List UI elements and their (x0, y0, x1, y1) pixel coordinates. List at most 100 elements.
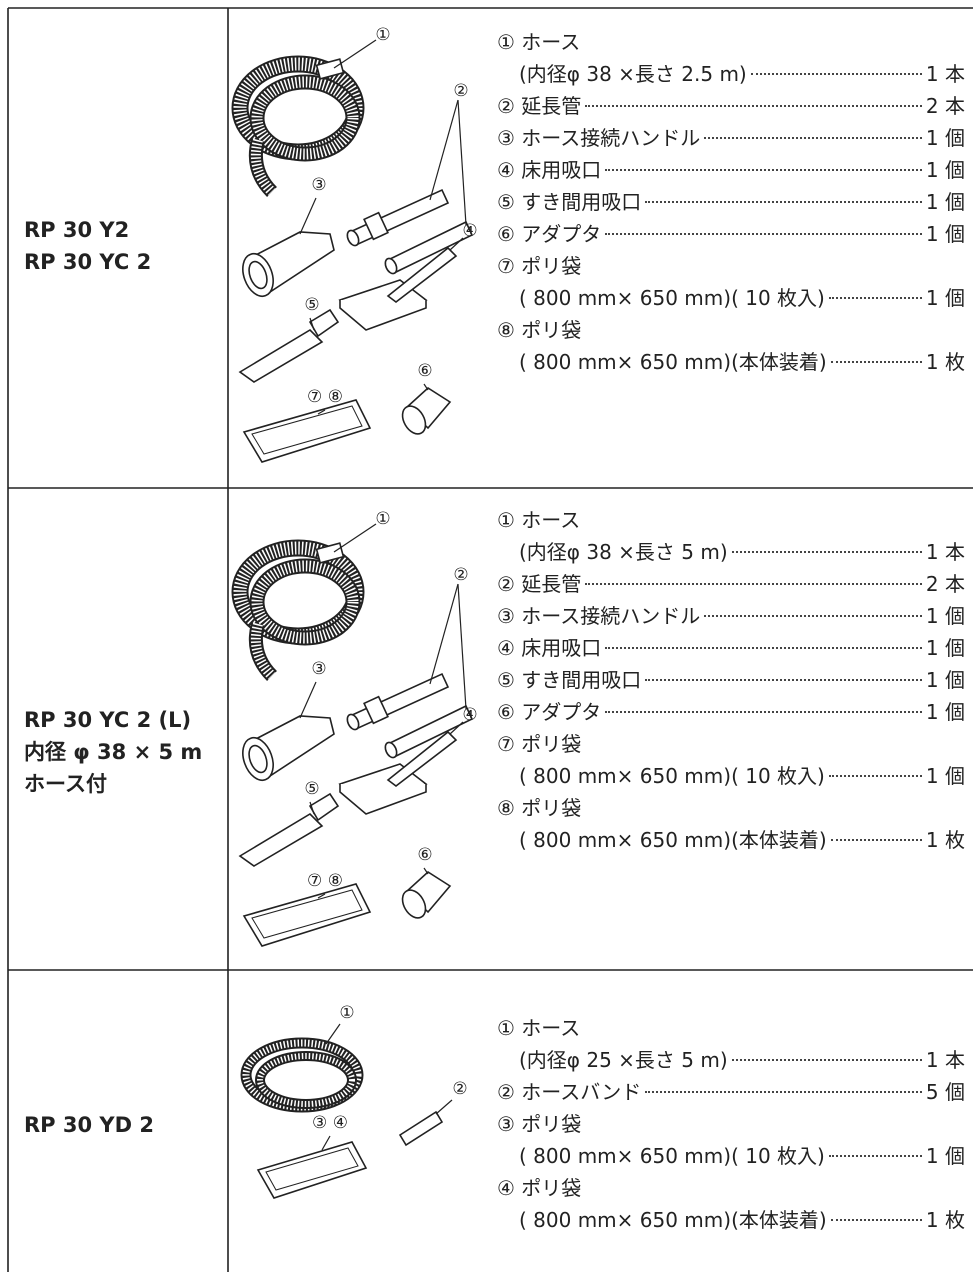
item-name: ③ ホース接続ハンドル (497, 126, 701, 150)
leader (704, 615, 922, 617)
item-name: ④ 床用吸口 (497, 636, 602, 660)
item: ③ ホース接続ハンドル 1 個 (497, 122, 965, 154)
item-detail: ( 800 mm× 650 mm)( 10 枚入) 1 個 (497, 282, 965, 314)
item-spec: (内径φ 38 ×長さ 2.5 m) (519, 62, 747, 86)
accessory-illustration (240, 1023, 453, 1199)
item-spec: ( 800 mm× 650 mm)( 10 枚入) (519, 764, 825, 788)
item-quantity: 1 個 (925, 126, 965, 150)
item-spec: ( 800 mm× 650 mm)( 10 枚入) (519, 286, 825, 310)
item-quantity: 1 個 (925, 668, 965, 692)
item-name: ⑥ アダプタ (497, 700, 602, 724)
item-detail: (内径φ 38 ×長さ 2.5 m) 1 本 (497, 58, 965, 90)
callout: ③ ④ (312, 1113, 348, 1133)
leader (605, 233, 922, 235)
item: ② 延長管 2 本 (497, 90, 965, 122)
item-quantity: 1 個 (925, 286, 965, 310)
leader (828, 775, 922, 777)
item: ④ 床用吸口 1 個 (497, 632, 965, 664)
leader (645, 201, 922, 203)
model-name: RP 30 YC 2 (L) 内径 φ 38 × 5 m ホース付 (24, 704, 202, 800)
item-list: ① ホース (内径φ 38 ×長さ 5 m) 1 本 ② 延長管 2 本 ③ ホース接続ハ… (497, 504, 965, 856)
item-name: ③ ポリ袋 (497, 1112, 582, 1136)
item: ⑥ アダプタ 1 個 (497, 696, 965, 728)
callout: ④ (462, 221, 477, 241)
item-quantity: 2 本 (925, 572, 965, 596)
item-spec: ( 800 mm× 650 mm)(本体装着) (519, 828, 827, 852)
item-spec: ( 800 mm× 650 mm)(本体装着) (519, 1208, 827, 1232)
item: ④ 床用吸口 1 個 (497, 154, 965, 186)
leader (731, 551, 922, 553)
accessory-illustration (237, 524, 472, 946)
item: ② ホースバンド 5 個 (497, 1076, 965, 1108)
callout: ⑦ ⑧ (307, 387, 343, 407)
item-name: ① ホース (497, 30, 581, 54)
model-line: RP 30 YD 2 (24, 1113, 154, 1137)
model-name: RP 30 Y2 RP 30 YC 2 (24, 214, 151, 278)
leader (645, 1091, 922, 1093)
item-quantity: 1 枚 (925, 828, 965, 852)
model-line: 内径 φ 38 × 5 m (24, 740, 203, 764)
item-spec: (内径φ 38 ×長さ 5 m) (519, 540, 728, 564)
item-quantity: 1 本 (925, 62, 965, 86)
item-quantity: 5 個 (925, 1080, 965, 1104)
leader (585, 105, 922, 107)
item: ③ ポリ袋 (497, 1108, 965, 1140)
item-spec: ( 800 mm× 650 mm)(本体装着) (519, 350, 827, 374)
item-name: ④ 床用吸口 (497, 158, 602, 182)
leader (605, 711, 922, 713)
item-detail: ( 800 mm× 650 mm)(本体装着) 1 枚 (497, 824, 965, 856)
item-spec: ( 800 mm× 650 mm)( 10 枚入) (519, 1144, 825, 1168)
table-rules (7, 7, 973, 1272)
model-line: RP 30 YC 2 (24, 250, 152, 274)
callout: ③ (311, 659, 326, 679)
item: ③ ホース接続ハンドル 1 個 (497, 600, 965, 632)
item: ⑤ すき間用吸口 1 個 (497, 186, 965, 218)
item-quantity: 1 本 (925, 1048, 965, 1072)
item-quantity: 1 個 (925, 158, 965, 182)
callout: ② (452, 1079, 467, 1099)
item-list: ① ホース (内径φ 38 ×長さ 2.5 m) 1 本 ② 延長管 2 本 ③ ホース接… (497, 26, 965, 378)
item-name: ③ ホース接続ハンドル (497, 604, 701, 628)
item-quantity: 1 個 (925, 1144, 965, 1168)
leader (645, 679, 922, 681)
callout: ⑤ (304, 779, 319, 799)
callout: ③ (311, 175, 326, 195)
leader (828, 1155, 922, 1157)
item-quantity: 1 個 (925, 604, 965, 628)
item-name: ② 延長管 (497, 94, 582, 118)
callout: ① (375, 509, 390, 529)
leader (731, 1059, 922, 1061)
leader (830, 839, 922, 841)
callout: ⑥ (417, 361, 432, 381)
item-name: ⑦ ポリ袋 (497, 254, 582, 278)
item: ⑧ ポリ袋 (497, 792, 965, 824)
item-list: ① ホース (内径φ 25 ×長さ 5 m) 1 本 ② ホースバンド 5 個 ③ ポリ袋… (497, 1012, 965, 1236)
leader (830, 1219, 922, 1221)
item-name: ⑧ ポリ袋 (497, 796, 582, 820)
item-name: ② 延長管 (497, 572, 582, 596)
item: ① ホース (497, 504, 965, 536)
item-quantity: 1 個 (925, 764, 965, 788)
item-name: ⑤ すき間用吸口 (497, 190, 642, 214)
callout: ⑥ (417, 845, 432, 865)
accessory-illustration (237, 40, 472, 462)
callout: ⑤ (304, 295, 319, 315)
callout: ① (339, 1003, 354, 1023)
item: ⑦ ポリ袋 (497, 728, 965, 760)
item-quantity: 1 個 (925, 222, 965, 246)
item-name: ① ホース (497, 508, 581, 532)
leader (585, 583, 922, 585)
item-quantity: 1 枚 (925, 350, 965, 374)
item-detail: (内径φ 25 ×長さ 5 m) 1 本 (497, 1044, 965, 1076)
item: ⑦ ポリ袋 (497, 250, 965, 282)
leader (830, 361, 922, 363)
callout: ④ (462, 705, 477, 725)
item-name: ⑤ すき間用吸口 (497, 668, 642, 692)
item-name: ⑥ アダプタ (497, 222, 602, 246)
item-quantity: 2 本 (925, 94, 965, 118)
leader (750, 73, 922, 75)
leader (704, 137, 922, 139)
item-name: ⑦ ポリ袋 (497, 732, 582, 756)
